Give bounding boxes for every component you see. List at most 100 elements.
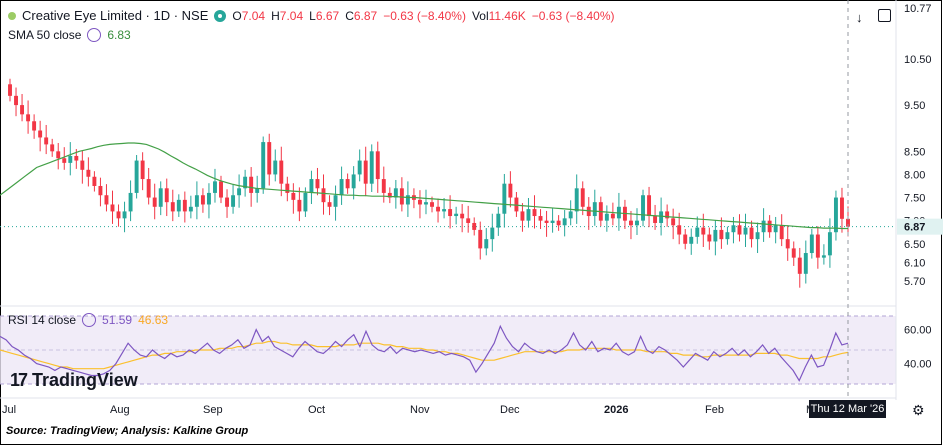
candle-body bbox=[821, 255, 826, 258]
tradingview-logo-icon: 17 bbox=[10, 370, 28, 390]
candle-body bbox=[327, 202, 332, 207]
candle-body bbox=[484, 239, 489, 249]
rsi-ma-line bbox=[0, 340, 849, 370]
sma-label[interactable]: SMA 50 close bbox=[8, 28, 82, 42]
volume-value: 11.46K bbox=[488, 8, 526, 23]
candle-body bbox=[610, 213, 615, 219]
time-tick-label: Dec bbox=[500, 404, 520, 416]
candle-body bbox=[116, 211, 121, 219]
candle-body bbox=[375, 151, 380, 180]
rsi-tick-label: 40.00 bbox=[904, 359, 932, 371]
candle-body bbox=[659, 211, 664, 223]
rsi-label[interactable]: RSI 14 close bbox=[8, 313, 77, 327]
candle-body bbox=[32, 121, 37, 131]
candle-body bbox=[580, 188, 585, 207]
candle-body bbox=[544, 220, 549, 223]
candle-body bbox=[206, 192, 211, 205]
candle-body bbox=[466, 218, 471, 223]
sma-line bbox=[0, 142, 848, 230]
candle-body bbox=[641, 195, 645, 221]
indicator-cycle-icon[interactable] bbox=[87, 28, 102, 42]
candle-body bbox=[671, 218, 676, 226]
candle-body bbox=[152, 197, 157, 207]
symbol-title[interactable]: Creative Eye Limited · 1D · NSE bbox=[22, 8, 209, 23]
time-tick-label: 2026 bbox=[604, 404, 628, 416]
candle-body bbox=[140, 160, 145, 180]
gear-icon[interactable]: ⚙ bbox=[912, 402, 925, 418]
candle-body bbox=[158, 188, 163, 207]
sma-legend[interactable]: SMA 50 close 6.83 bbox=[8, 28, 131, 42]
candle-body bbox=[219, 181, 223, 198]
candle-body bbox=[568, 211, 573, 219]
rsi-ma-value: 46.63 bbox=[138, 313, 169, 327]
candle-body bbox=[773, 225, 778, 233]
candle-body bbox=[731, 225, 736, 233]
candle-body bbox=[273, 160, 278, 175]
candle-body bbox=[261, 142, 266, 189]
fullscreen-icon[interactable] bbox=[878, 9, 891, 22]
candle-body bbox=[604, 213, 609, 221]
price-tick-label: 5.70 bbox=[904, 276, 925, 288]
candle-body bbox=[164, 188, 169, 203]
candle-body bbox=[707, 234, 712, 242]
rsi-value: 51.59 bbox=[102, 313, 133, 327]
candle-body bbox=[454, 213, 459, 217]
candle-body bbox=[381, 179, 386, 193]
candle-body bbox=[472, 222, 477, 230]
candle-body bbox=[26, 114, 31, 122]
crosshair-date-label: Thu 12 Mar '26 bbox=[809, 400, 886, 418]
arrow-down-icon[interactable]: ↓ bbox=[856, 10, 863, 25]
candle-body bbox=[550, 220, 555, 223]
candle-body bbox=[677, 225, 682, 235]
candle-body bbox=[74, 155, 79, 161]
price-tick-label: 8.00 bbox=[904, 169, 925, 181]
candle-body bbox=[767, 220, 772, 233]
rsi-legend[interactable]: RSI 14 close 51.59 46.63 bbox=[8, 313, 168, 327]
candle-body bbox=[291, 192, 296, 200]
candle-body bbox=[448, 209, 453, 217]
time-tick-label: Jul bbox=[2, 404, 16, 416]
candle-body bbox=[592, 202, 597, 217]
low-label: L bbox=[309, 8, 316, 23]
candle-body bbox=[14, 95, 18, 106]
candle-body bbox=[86, 169, 91, 177]
candle-body bbox=[562, 218, 567, 226]
candle-body bbox=[333, 195, 338, 207]
candle-body bbox=[393, 188, 398, 198]
candle-body bbox=[285, 183, 290, 193]
candle-body bbox=[508, 183, 513, 198]
candle-body bbox=[249, 176, 254, 193]
time-tick-label: Oct bbox=[308, 404, 325, 416]
open-value: 7.04 bbox=[241, 8, 266, 23]
candle-body bbox=[56, 151, 61, 159]
candle-body bbox=[725, 232, 730, 240]
indicator-cycle-icon[interactable] bbox=[82, 313, 97, 327]
candle-body bbox=[683, 234, 688, 244]
candle-body bbox=[200, 195, 205, 205]
candle-body bbox=[689, 236, 694, 244]
candle-body bbox=[297, 199, 302, 212]
source-caption: Source: TradingView; Analysis: Kalkine G… bbox=[6, 425, 249, 437]
time-tick-label: Sep bbox=[203, 404, 223, 416]
rsi-line bbox=[0, 324, 849, 382]
candle-body bbox=[303, 192, 308, 212]
candle-body bbox=[345, 179, 350, 189]
volume-label: Vol bbox=[471, 8, 489, 23]
tradingview-wordmark: TradingView bbox=[32, 370, 138, 390]
candle-body bbox=[424, 202, 428, 205]
tradingview-logo[interactable]: 17 TradingView bbox=[10, 370, 138, 391]
candle-body bbox=[122, 211, 127, 219]
candle-body bbox=[496, 213, 501, 228]
candle-body bbox=[225, 197, 229, 207]
candle-body bbox=[695, 227, 700, 237]
candle-body bbox=[38, 130, 43, 138]
candle-body bbox=[436, 206, 441, 212]
candle-body bbox=[737, 225, 742, 235]
candle-body bbox=[797, 257, 802, 274]
close-value: 6.87 bbox=[353, 8, 378, 23]
candle-body bbox=[351, 174, 356, 189]
eye-icon[interactable] bbox=[214, 9, 227, 22]
market-status-icon bbox=[8, 11, 16, 20]
